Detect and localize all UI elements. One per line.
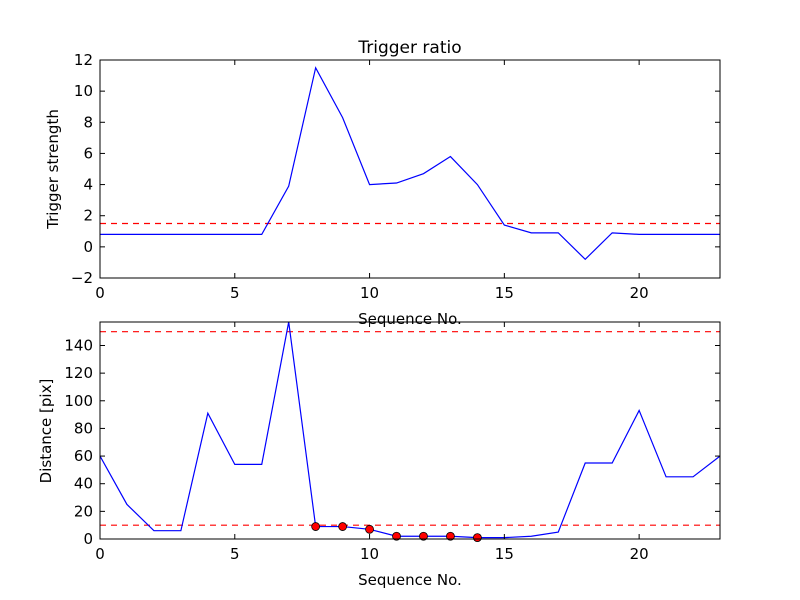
plot-content	[100, 66, 720, 261]
data-point	[446, 531, 455, 541]
x-tick-label: 0	[95, 284, 105, 302]
data-point	[472, 533, 482, 543]
data-point	[392, 531, 401, 541]
data-point	[365, 524, 374, 534]
x-tick-label: 15	[495, 545, 514, 563]
y-tick-label: 60	[74, 447, 93, 465]
plot-area: 0 5 10 15 20 0 20 40 60 80 100 120 140	[64, 321, 721, 563]
x-axis-label: Sequence No.	[358, 310, 462, 328]
x-tick-label: 5	[230, 545, 240, 563]
distance-subplot: Sequence No. Distance [pix] 0 5 10 15 20 0 20 4…	[37, 321, 721, 589]
series-line	[100, 66, 720, 261]
y-tick-label: 12	[74, 51, 93, 69]
y-axis-label: Trigger strength	[44, 109, 62, 230]
y-tick-label: 0	[83, 530, 93, 548]
data-point	[311, 522, 321, 531]
y-tick-label: 80	[74, 419, 93, 437]
axes-frame	[99, 321, 721, 540]
y-tick-label: 2	[83, 207, 93, 225]
y-tick-label: 140	[64, 336, 93, 354]
x-tick-label: 20	[630, 545, 649, 563]
x-tick-label: 10	[360, 545, 379, 563]
x-axis-label: Sequence No.	[358, 571, 462, 589]
y-axis-label: Distance [pix]	[37, 379, 55, 484]
data-point	[338, 522, 348, 531]
x-tick-label: 5	[230, 284, 240, 302]
y-tick-label: 6	[83, 144, 93, 162]
chart-title: Trigger ratio	[357, 38, 461, 58]
y-tick-label: 10	[74, 82, 93, 100]
y-tick-label: 4	[83, 176, 93, 194]
x-tick-label: 0	[95, 545, 105, 563]
y-tick-label: −2	[71, 269, 93, 287]
y-tick-label: 100	[64, 392, 93, 410]
series-line	[100, 322, 720, 539]
y-tick-label: 120	[64, 364, 93, 382]
plot-content	[100, 322, 720, 539]
data-point	[419, 531, 428, 541]
y-tick-label: 0	[83, 238, 93, 256]
x-tick-label: 20	[630, 284, 649, 302]
y-tick-label: 40	[74, 475, 93, 493]
y-tick-label: 8	[83, 113, 93, 131]
trigger-ratio-subplot: Trigger ratio Sequence No. Trigger stren…	[44, 38, 721, 328]
y-tick-label: 20	[74, 502, 93, 520]
x-tick-label: 10	[360, 284, 379, 302]
x-tick-label: 15	[495, 284, 514, 302]
axes-frame	[99, 59, 721, 279]
